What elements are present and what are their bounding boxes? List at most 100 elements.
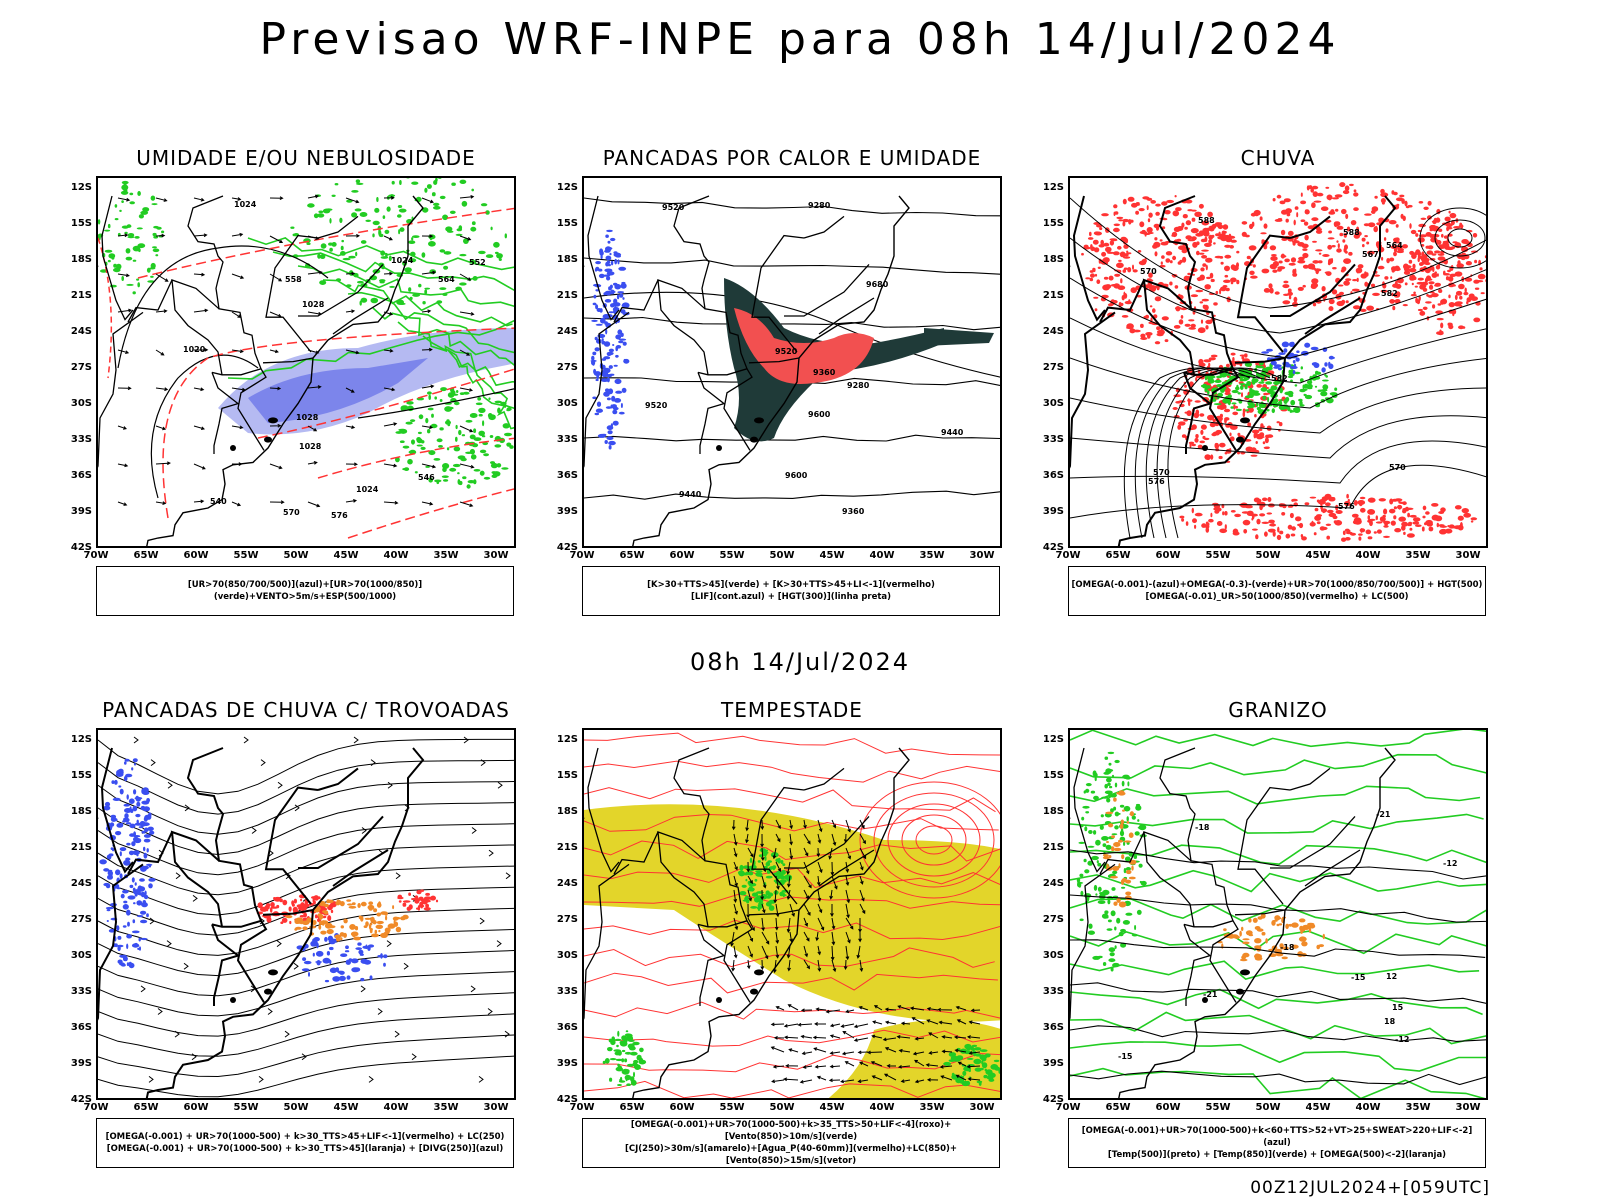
lon-tick-label: 70W	[83, 1102, 109, 1113]
lat-tick-label: 30S	[70, 398, 92, 409]
lon-tick-label: 30W	[1455, 1102, 1481, 1113]
contour-label: 18	[1384, 1017, 1396, 1026]
lon-tick-label: 60W	[183, 550, 209, 561]
legend-line: [OMEGA(-0.01)_UR>50(1000/850)(vermelho) …	[1145, 592, 1409, 602]
contour-label: -21	[1376, 810, 1391, 819]
contour-label: -15	[1351, 973, 1366, 982]
lat-tick-label: 33S	[556, 434, 578, 445]
lon-tick-label: 35W	[919, 550, 945, 561]
lat-tick-label: 42S	[1042, 1094, 1064, 1105]
lon-tick-label: 30W	[483, 1102, 509, 1113]
map-plot: 9680 9600 9520 9440 9360 9280 9520 9440 9360 9280…	[584, 195, 1000, 546]
lon-tick-label: 40W	[383, 1102, 409, 1113]
lon-tick-label: 60W	[183, 1102, 209, 1113]
lon-tick-label: 55W	[719, 1102, 745, 1113]
lat-tick-label: 33S	[1042, 986, 1064, 997]
lon-tick-label: 35W	[1405, 550, 1431, 561]
lat-tick-label: 15S	[1042, 218, 1064, 229]
lat-tick-label: 24S	[1042, 878, 1064, 889]
contour-label: 1024	[234, 200, 257, 209]
lat-tick-label: 15S	[70, 770, 92, 781]
lat-tick-label: 33S	[556, 986, 578, 997]
contour-label: 9520	[662, 203, 685, 212]
lat-tick-label: 39S	[556, 1058, 578, 1069]
contour-label: 570	[1140, 267, 1157, 276]
legend-line: [LIF](cont.azul) + [HGT(300)](linha pret…	[690, 592, 892, 602]
lat-tick-label: 39S	[70, 1058, 92, 1069]
lat-tick-label: 15S	[556, 770, 578, 781]
lat-tick-label: 21S	[70, 842, 92, 853]
lat-tick-label: 39S	[1042, 1058, 1064, 1069]
lat-tick-label: 42S	[70, 542, 92, 553]
map-plot	[584, 732, 1000, 1098]
map-canvas: 588 582 576 570 564 576 570 582 588 567 570	[1068, 176, 1488, 548]
lat-tick-label: 15S	[1042, 770, 1064, 781]
mid-title: 08h 14/Jul/2024	[689, 648, 911, 676]
legend-line: [Temp(500)](preto) + [Temp(850)](verde) …	[1107, 1150, 1447, 1160]
lat-tick-label: 27S	[556, 362, 578, 373]
panel-legend: [OMEGA(-0.001) + UR>70(1000-500) + k>30_…	[96, 1118, 514, 1168]
lat-tick-label: 12S	[556, 734, 578, 745]
panel-title: GRANIZO	[1228, 698, 1328, 722]
lat-tick-label: 27S	[70, 362, 92, 373]
lat-tick-label: 24S	[1042, 326, 1064, 337]
map-canvas	[582, 728, 1002, 1100]
lat-tick-label: 27S	[1042, 914, 1064, 925]
lat-tick-label: 30S	[556, 398, 578, 409]
contour-label: 546	[418, 473, 435, 482]
contour-label: 558	[285, 275, 302, 284]
contour-label: 9280	[847, 381, 870, 390]
lat-tick-label: 12S	[1042, 734, 1064, 745]
lat-tick-label: 39S	[556, 506, 578, 517]
contour-label: 576	[1148, 477, 1165, 486]
map-plot	[98, 736, 514, 1098]
lon-tick-label: 55W	[1205, 1102, 1231, 1113]
map-plot: -12 -15 -18 -21 -12 -15 -18 -21 12 15 18	[1070, 730, 1486, 1098]
contour-label: 9520	[645, 401, 668, 410]
contour-label: 1028	[299, 442, 322, 451]
lon-tick-label: 60W	[1155, 550, 1181, 561]
lon-tick-label: 50W	[1255, 1102, 1281, 1113]
contour-label: 564	[438, 275, 455, 284]
map-canvas: -12 -15 -18 -21 -12 -15 -18 -21 12 15 18	[1068, 728, 1488, 1100]
lon-tick-label: 65W	[1105, 550, 1131, 561]
lon-tick-label: 30W	[483, 550, 509, 561]
contour-label: 12	[1386, 972, 1397, 981]
lon-tick-label: 30W	[969, 550, 995, 561]
lat-tick-label: 18S	[70, 806, 92, 817]
lon-tick-label: 45W	[333, 1102, 359, 1113]
lat-tick-label: 15S	[70, 218, 92, 229]
lat-tick-label: 18S	[70, 254, 92, 265]
contour-label: 540	[210, 497, 227, 506]
lon-tick-label: 45W	[819, 1102, 845, 1113]
lat-tick-label: 18S	[556, 254, 578, 265]
lon-tick-label: 35W	[433, 1102, 459, 1113]
lon-tick-label: 40W	[1355, 550, 1381, 561]
lon-tick-label: 65W	[1105, 1102, 1131, 1113]
lon-tick-label: 35W	[1405, 1102, 1431, 1113]
lon-tick-label: 60W	[669, 1102, 695, 1113]
contour-label: 9360	[842, 507, 865, 516]
contour-label: -18	[1280, 943, 1295, 952]
lat-tick-label: 21S	[556, 290, 578, 301]
lon-tick-label: 55W	[1205, 550, 1231, 561]
lon-tick-label: 40W	[383, 550, 409, 561]
lat-tick-label: 42S	[1042, 542, 1064, 553]
lat-tick-label: 36S	[556, 470, 578, 481]
lon-tick-label: 40W	[869, 1102, 895, 1113]
lat-tick-label: 12S	[70, 182, 92, 193]
lon-tick-label: 45W	[819, 550, 845, 561]
contour-label: 9680	[866, 280, 889, 289]
lon-tick-label: 65W	[619, 550, 645, 561]
map-canvas	[96, 728, 516, 1100]
contour-label: 15	[1392, 1003, 1404, 1012]
lat-tick-label: 24S	[556, 326, 578, 337]
panel-legend: [K>30+TTS>45](verde) + [K>30+TTS>45+LI<-…	[582, 566, 1000, 616]
contour-label: 1024	[356, 485, 379, 494]
contour-label: 1020	[183, 345, 206, 354]
contour-label: 9600	[808, 410, 831, 419]
lon-tick-label: 50W	[769, 550, 795, 561]
lat-tick-label: 24S	[70, 878, 92, 889]
lat-tick-label: 42S	[556, 542, 578, 553]
contour-label: -18	[1195, 823, 1210, 832]
